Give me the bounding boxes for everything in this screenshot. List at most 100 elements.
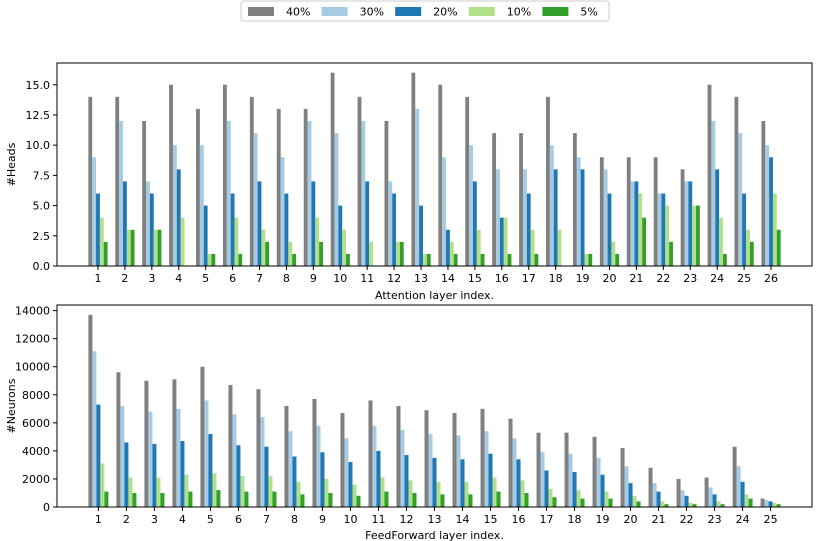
x-tick-label: 4 — [175, 272, 182, 285]
bar-30pct-layer-19 — [596, 457, 601, 507]
bar-30pct-layer-13 — [428, 434, 433, 507]
bar-10pct-layer-24 — [719, 217, 723, 266]
y-tick-label: 10000 — [15, 361, 50, 374]
bar-40pct-layer-1 — [88, 96, 93, 266]
bar-40pct-layer-18 — [546, 96, 550, 266]
bar-30pct-layer-11 — [361, 121, 366, 266]
bar-40pct-layer-5 — [200, 366, 205, 507]
bar-10pct-layer-24 — [744, 494, 749, 508]
bar-20pct-layer-1 — [96, 193, 100, 266]
bar-20pct-layer-15 — [488, 453, 493, 507]
bar-5pct-layer-21 — [642, 217, 647, 266]
bar-20pct-layer-8 — [292, 456, 297, 507]
bar-10pct-layer-25 — [772, 502, 777, 507]
bar-10pct-layer-16 — [503, 217, 508, 266]
feedforward-x-axis: 1 2 3 4 5 6 7 8 9 10 11 12 13 14 15 16 17 18 19 20 21 22 23 24 2… — [95, 507, 778, 526]
bar-30pct-layer-17 — [522, 169, 527, 266]
bar-40pct-layer-22 — [653, 157, 658, 266]
bar-10pct-layer-5 — [207, 253, 212, 266]
bar-40pct-layer-15 — [465, 96, 470, 266]
x-tick-label: 23 — [708, 513, 722, 526]
bar-20pct-layer-21 — [634, 181, 639, 266]
legend-label: 5% — [580, 6, 597, 19]
x-tick-label: 18 — [568, 513, 582, 526]
bar-10pct-layer-13 — [422, 253, 427, 266]
bar-10pct-layer-4 — [184, 474, 189, 507]
bar-40pct-layer-1 — [88, 314, 93, 507]
legend-label: 20% — [433, 6, 457, 19]
legend-swatch — [248, 7, 274, 16]
bar-30pct-layer-23 — [684, 181, 689, 266]
x-tick-label: 9 — [310, 272, 317, 285]
x-tick-label: 26 — [764, 272, 778, 285]
y-tick-label: 14000 — [15, 305, 50, 318]
x-tick-label: 8 — [291, 513, 298, 526]
bar-10pct-layer-17 — [548, 488, 553, 507]
x-tick-label: 25 — [764, 513, 778, 526]
bar-5pct-layer-6 — [238, 253, 243, 266]
bar-5pct-layer-25 — [776, 504, 781, 507]
bar-10pct-layer-13 — [436, 481, 441, 507]
bar-5pct-layer-16 — [507, 253, 512, 266]
bar-10pct-layer-17 — [530, 229, 535, 266]
bar-30pct-layer-18 — [549, 145, 554, 266]
x-tick-label: 16 — [512, 513, 526, 526]
bar-30pct-layer-21 — [652, 483, 657, 507]
bar-5pct-layer-23 — [720, 504, 725, 507]
bar-20pct-layer-24 — [715, 169, 720, 266]
bar-40pct-layer-2 — [115, 96, 120, 266]
bar-30pct-layer-2 — [120, 406, 125, 507]
x-tick-label: 19 — [576, 272, 590, 285]
bar-5pct-layer-19 — [588, 253, 593, 266]
bar-20pct-layer-9 — [320, 452, 325, 507]
bar-40pct-layer-16 — [508, 418, 513, 508]
bar-20pct-layer-18 — [572, 471, 577, 507]
bar-20pct-layer-13 — [432, 457, 437, 507]
bar-10pct-layer-16 — [520, 480, 525, 507]
bar-30pct-layer-5 — [199, 145, 204, 266]
bar-30pct-layer-11 — [372, 425, 377, 507]
bar-40pct-layer-5 — [196, 108, 200, 266]
bar-10pct-layer-25 — [746, 229, 750, 266]
bar-20pct-layer-23 — [688, 181, 693, 266]
x-tick-label: 9 — [319, 513, 326, 526]
bar-30pct-layer-1 — [92, 351, 97, 507]
bar-20pct-layer-3 — [149, 193, 154, 266]
bar-30pct-layer-15 — [469, 145, 473, 266]
bar-30pct-layer-3 — [148, 411, 153, 507]
bar-5pct-layer-6 — [244, 491, 249, 507]
x-tick-label: 22 — [656, 272, 670, 285]
bar-20pct-layer-21 — [656, 491, 661, 507]
bar-40pct-layer-17 — [536, 432, 541, 507]
bar-5pct-layer-17 — [534, 253, 539, 266]
bar-30pct-layer-2 — [119, 121, 123, 266]
bar-5pct-layer-23 — [696, 205, 700, 266]
bar-20pct-layer-4 — [176, 169, 181, 266]
x-tick-label: 24 — [736, 513, 750, 526]
bar-10pct-layer-11 — [380, 477, 385, 507]
bar-10pct-layer-22 — [665, 205, 670, 266]
legend-swatch — [321, 7, 348, 16]
bar-20pct-layer-17 — [544, 470, 549, 507]
x-tick-label: 2 — [123, 513, 130, 526]
bar-40pct-layer-21 — [626, 157, 631, 266]
bar-40pct-layer-6 — [222, 84, 227, 266]
bar-5pct-layer-12 — [399, 241, 404, 266]
bar-10pct-layer-23 — [692, 205, 697, 266]
bar-40pct-layer-19 — [572, 133, 577, 266]
x-tick-label: 1 — [94, 272, 101, 285]
bar-20pct-layer-23 — [712, 494, 717, 508]
bar-40pct-layer-22 — [676, 478, 681, 507]
bar-40pct-layer-11 — [368, 400, 373, 507]
bar-30pct-layer-12 — [388, 181, 393, 266]
bar-20pct-layer-5 — [208, 434, 213, 507]
attention-plot-frame — [56, 62, 813, 267]
bar-30pct-layer-21 — [630, 181, 635, 266]
bar-30pct-layer-22 — [657, 193, 662, 266]
x-tick-label: 25 — [737, 272, 751, 285]
x-tick-label: 6 — [229, 272, 236, 285]
bar-5pct-layer-10 — [356, 495, 361, 507]
bar-40pct-layer-20 — [599, 157, 604, 266]
